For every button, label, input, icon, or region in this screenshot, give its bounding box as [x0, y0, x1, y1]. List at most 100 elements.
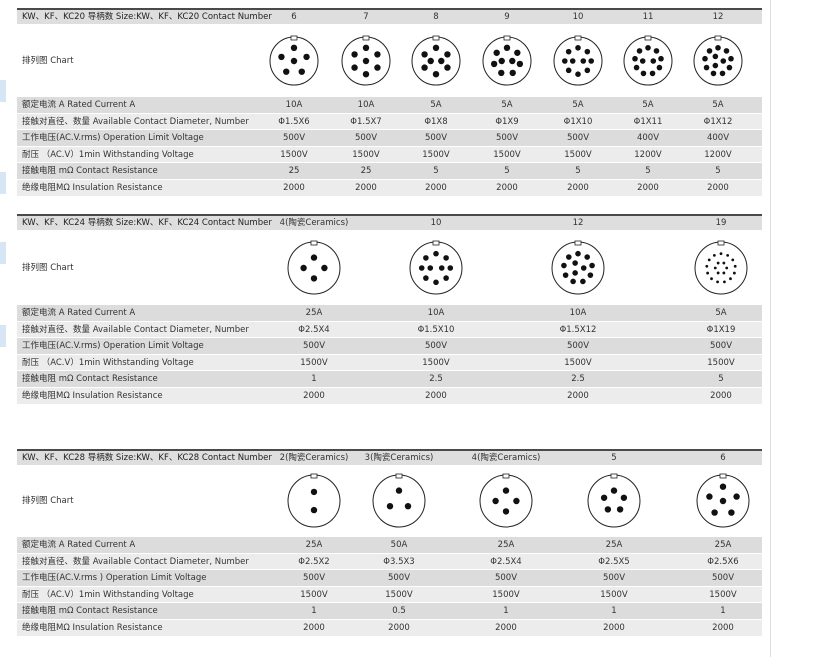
pin [498, 69, 505, 76]
cell-value: 5A [642, 100, 654, 110]
pin [726, 253, 730, 257]
connector-shape [411, 36, 461, 85]
pin [374, 50, 381, 58]
pin [395, 487, 403, 494]
pin [712, 53, 719, 59]
pin [706, 271, 710, 274]
cell-value: Φ1X12 [703, 116, 733, 127]
pin [616, 506, 624, 513]
data-row [17, 163, 762, 179]
pin [716, 261, 720, 264]
pin [632, 55, 638, 62]
connector-shape [551, 241, 605, 294]
cell-value: 2000 [425, 183, 447, 193]
pin [705, 264, 709, 268]
cell-value: 500V [495, 133, 519, 144]
connector-shape [694, 241, 748, 294]
pin [649, 70, 656, 76]
pin [290, 57, 298, 64]
pin [732, 271, 736, 274]
cell-value: 500V [494, 573, 518, 584]
connector-shape [290, 35, 298, 40]
cell-value: 500V [711, 573, 735, 584]
connector-shape [574, 240, 582, 245]
edge-mark [0, 172, 6, 194]
pin [728, 55, 734, 62]
connector-diagram [287, 473, 341, 528]
cell-value: 1200V [704, 149, 732, 160]
cell-value: 500V [424, 341, 448, 352]
pin [298, 67, 305, 75]
data-row [17, 180, 762, 196]
connector-diagram [411, 35, 461, 85]
cell-value: Φ1X19 [706, 324, 736, 335]
connector-diagram [482, 35, 532, 85]
cell-value: 1500V [385, 589, 413, 600]
cell-value: 1 [720, 606, 726, 617]
cell-value: Φ1.5X10 [417, 324, 455, 335]
cell-value: 5A [572, 100, 584, 110]
cell-value: 500V [602, 573, 626, 584]
pin [421, 63, 428, 71]
connector-diagram [409, 240, 463, 294]
cell-value: 5 [575, 166, 581, 177]
pin [438, 57, 445, 64]
pin [728, 509, 735, 516]
cell-value: 2000 [567, 183, 589, 193]
pin [575, 70, 581, 77]
pin [432, 70, 440, 77]
pin [575, 44, 581, 51]
pin [600, 494, 608, 501]
pin [404, 503, 412, 510]
pin [722, 271, 726, 274]
pin [562, 57, 568, 64]
cell-value: 25 [288, 166, 300, 177]
chart-label: 排列图 Chart [22, 496, 74, 506]
pin [587, 271, 594, 278]
cell-value: 5A [715, 308, 727, 318]
pin [713, 266, 717, 269]
cell-value: 0.5 [392, 606, 406, 617]
pin [706, 47, 713, 54]
connector-shape [502, 473, 510, 479]
pin [423, 274, 429, 281]
pin [562, 271, 569, 278]
header-label: KW、KF、KC24 导柄数 Size:KW、KF、KC24 Contact N… [22, 218, 272, 228]
connector-diagram [372, 473, 426, 528]
chart-label: 排列图 Chart [22, 55, 74, 66]
cell-value: 500V [566, 133, 590, 144]
cell-value: 1 [311, 374, 317, 385]
connector-shape [432, 240, 440, 245]
row-label: 接触对直径、数量 Available Contact Diameter, Num… [22, 116, 249, 127]
pin [283, 67, 290, 75]
pin [650, 57, 657, 64]
row-label: 耐压 （AC.V）1min Withstanding Voltage [22, 149, 194, 160]
cell-value: 10A [427, 308, 445, 318]
header-row [17, 449, 762, 465]
cell-value: 2000 [707, 183, 729, 193]
pin [418, 264, 425, 271]
pin [572, 269, 578, 276]
pin [427, 264, 434, 271]
cell-value: Φ1X11 [633, 116, 663, 127]
pin [310, 274, 318, 282]
connector-shape [362, 35, 370, 40]
pin [561, 262, 567, 268]
pin [362, 70, 370, 77]
cell-value: 5A [501, 100, 513, 110]
pin [502, 487, 510, 494]
column-header: 9 [504, 12, 510, 22]
cell-value: 2000 [425, 391, 447, 401]
pin [584, 253, 590, 260]
pin [447, 264, 454, 271]
pin [707, 257, 711, 261]
pin [351, 63, 358, 71]
pin [710, 276, 713, 280]
connector-shape [644, 35, 652, 40]
cell-value: 25A [714, 540, 732, 550]
pin [572, 259, 578, 266]
column-header: 2(陶瓷Ceramics) [279, 453, 349, 463]
connector-diagram [694, 240, 748, 294]
cell-value: 1 [311, 606, 317, 617]
cell-value: 500V [387, 573, 411, 584]
